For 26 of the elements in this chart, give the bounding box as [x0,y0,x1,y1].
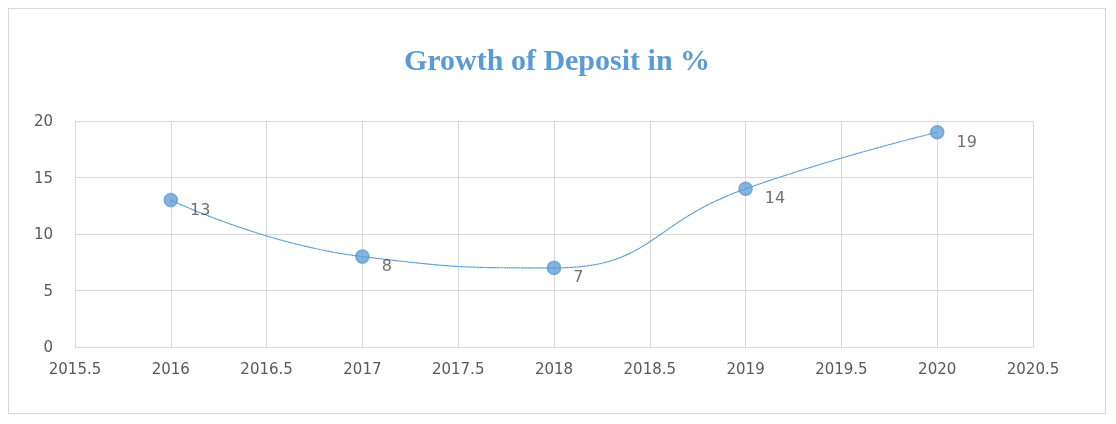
y-tick-label: 5 [43,281,53,300]
y-tick-label: 20 [33,112,53,130]
point [163,192,179,208]
data-label: 14 [764,188,786,208]
data-label: 19 [956,131,977,151]
chart-title: Growth of Deposit in % [403,42,711,76]
data-label: 7 [573,267,584,287]
data-label: 8 [381,256,392,276]
y-tick-label: 10 [33,225,53,243]
y-tick-label: 15 [33,168,53,187]
point [355,249,370,264]
x-tick-label: 2016.5 [240,359,293,378]
x-tick-label: 2017 [343,359,382,378]
x-tick-label: 2015.5 [48,359,102,378]
x-tick-label: 2016 [151,359,190,378]
x-tick-label: 2018 [534,359,574,378]
y-tick-label: 0 [43,338,53,356]
x-tick-label: 2020 [918,359,957,378]
point [738,181,753,197]
x-tick-label: 2019 [726,359,765,378]
x-tick-label: 2019.5 [815,359,868,378]
x-tick-label: 2017.5 [431,359,485,378]
x-tick-label: 2020.5 [1006,359,1060,378]
point [929,125,945,140]
point [546,260,562,276]
x-tick-label: 2018.5 [623,359,677,378]
